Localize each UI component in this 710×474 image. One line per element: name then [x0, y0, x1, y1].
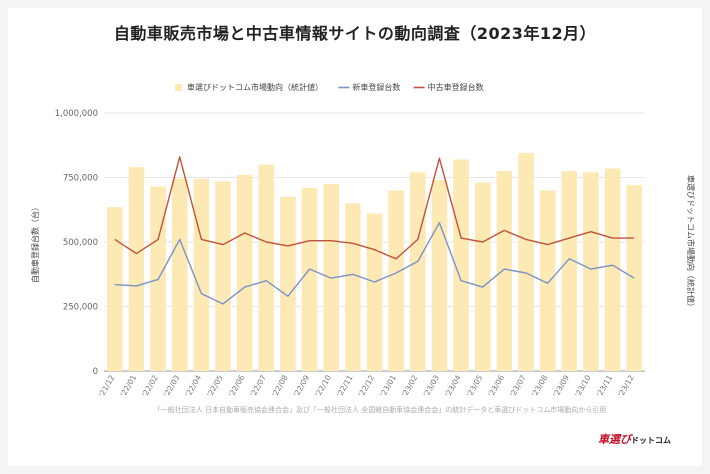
bar: [107, 207, 123, 371]
x-tick-label: '22/04: [183, 373, 203, 398]
x-tick-label: '21/12: [97, 373, 117, 398]
x-tick-label: '22/01: [119, 373, 139, 398]
x-tick-label: '22/03: [162, 373, 182, 398]
legend-label: 中古車登録台数: [428, 82, 484, 92]
bar: [604, 168, 621, 371]
x-tick-label: '23/05: [465, 373, 485, 398]
used-car-line: [114, 156, 635, 260]
bar: [193, 178, 210, 371]
x-tick-label: '22/10: [313, 373, 333, 398]
bar: [215, 181, 231, 371]
chart-title: 自動車販売市場と中古車情報サイトの動向調査（2023年12月）: [113, 24, 597, 43]
bar: [171, 178, 188, 371]
x-tick-label: '22/05: [205, 373, 225, 398]
x-tick-label: '23/03: [422, 373, 442, 398]
bar: [453, 159, 469, 371]
bar: [128, 167, 145, 371]
bar: [280, 196, 296, 371]
x-tick-label: '23/11: [595, 373, 615, 398]
bar: [366, 213, 383, 371]
x-tick-label: '22/09: [292, 373, 312, 398]
legend-swatch: [175, 84, 182, 91]
legend[interactable]: 車選びドットコム市場動向（統計値） 新車登録台数 中古車登録台数: [175, 82, 484, 92]
legend-label: 車選びドットコム市場動向（統計値）: [187, 82, 323, 92]
y-tick-label: 0: [93, 367, 98, 377]
line-series: [114, 156, 635, 305]
x-tick-label: '22/11: [335, 373, 355, 398]
new-car-line: [114, 221, 635, 305]
x-tick-label: '23/08: [530, 373, 550, 398]
bar: [561, 171, 578, 371]
bar: [388, 190, 404, 371]
x-tick-label: '23/06: [486, 373, 506, 398]
bar: [236, 174, 253, 371]
x-axis-ticks: '21/12'22/01'22/02'22/03'22/04'22/05'22/…: [97, 373, 636, 398]
x-tick-label: '22/06: [227, 373, 247, 398]
bar: [431, 180, 448, 371]
bar-series: [107, 152, 642, 371]
x-tick-label: '23/10: [573, 373, 593, 398]
y-tick-label: 750,000: [63, 174, 98, 184]
x-tick-label: '22/07: [248, 373, 268, 398]
x-tick-label: '23/07: [508, 373, 528, 398]
x-tick-label: '23/04: [443, 373, 463, 398]
x-tick-label: '22/08: [270, 373, 290, 398]
bar: [258, 164, 275, 371]
source-note: 「一般社団法人 日本自動車販売協会連合会」及び「一般社団法人 全国軽自動車協会連…: [153, 406, 607, 414]
bar: [301, 187, 318, 371]
bar: [345, 203, 361, 371]
y2-axis-label: 車選びドットコム市場動向（統計値）: [686, 175, 696, 311]
x-tick-label: '23/09: [551, 373, 571, 398]
x-tick-label: '23/02: [400, 373, 420, 398]
x-tick-label: '23/12: [616, 373, 636, 398]
y-tick-label: 500,000: [63, 238, 98, 248]
y-axis-label: 自動車登録台数（台）: [30, 203, 40, 283]
bar: [539, 190, 556, 371]
bar: [409, 172, 426, 371]
legend-label: 新車登録台数: [352, 82, 400, 92]
bar: [518, 152, 534, 371]
y-axis-ticks: 0 250,000 500,000 750,000 1,000,000: [55, 109, 98, 377]
brand-logo: 車選びドットコム: [598, 431, 671, 447]
bar: [474, 182, 491, 371]
bar: [496, 171, 513, 371]
y-tick-label: 1,000,000: [55, 109, 98, 119]
x-tick-label: '22/12: [357, 373, 377, 398]
x-tick-label: '22/02: [140, 373, 160, 398]
bar: [583, 172, 599, 371]
brand-main: 車選び: [598, 433, 631, 446]
y-tick-label: 250,000: [63, 303, 98, 313]
x-tick-label: '23/01: [378, 373, 398, 398]
brand-suffix: ドットコム: [631, 436, 671, 445]
